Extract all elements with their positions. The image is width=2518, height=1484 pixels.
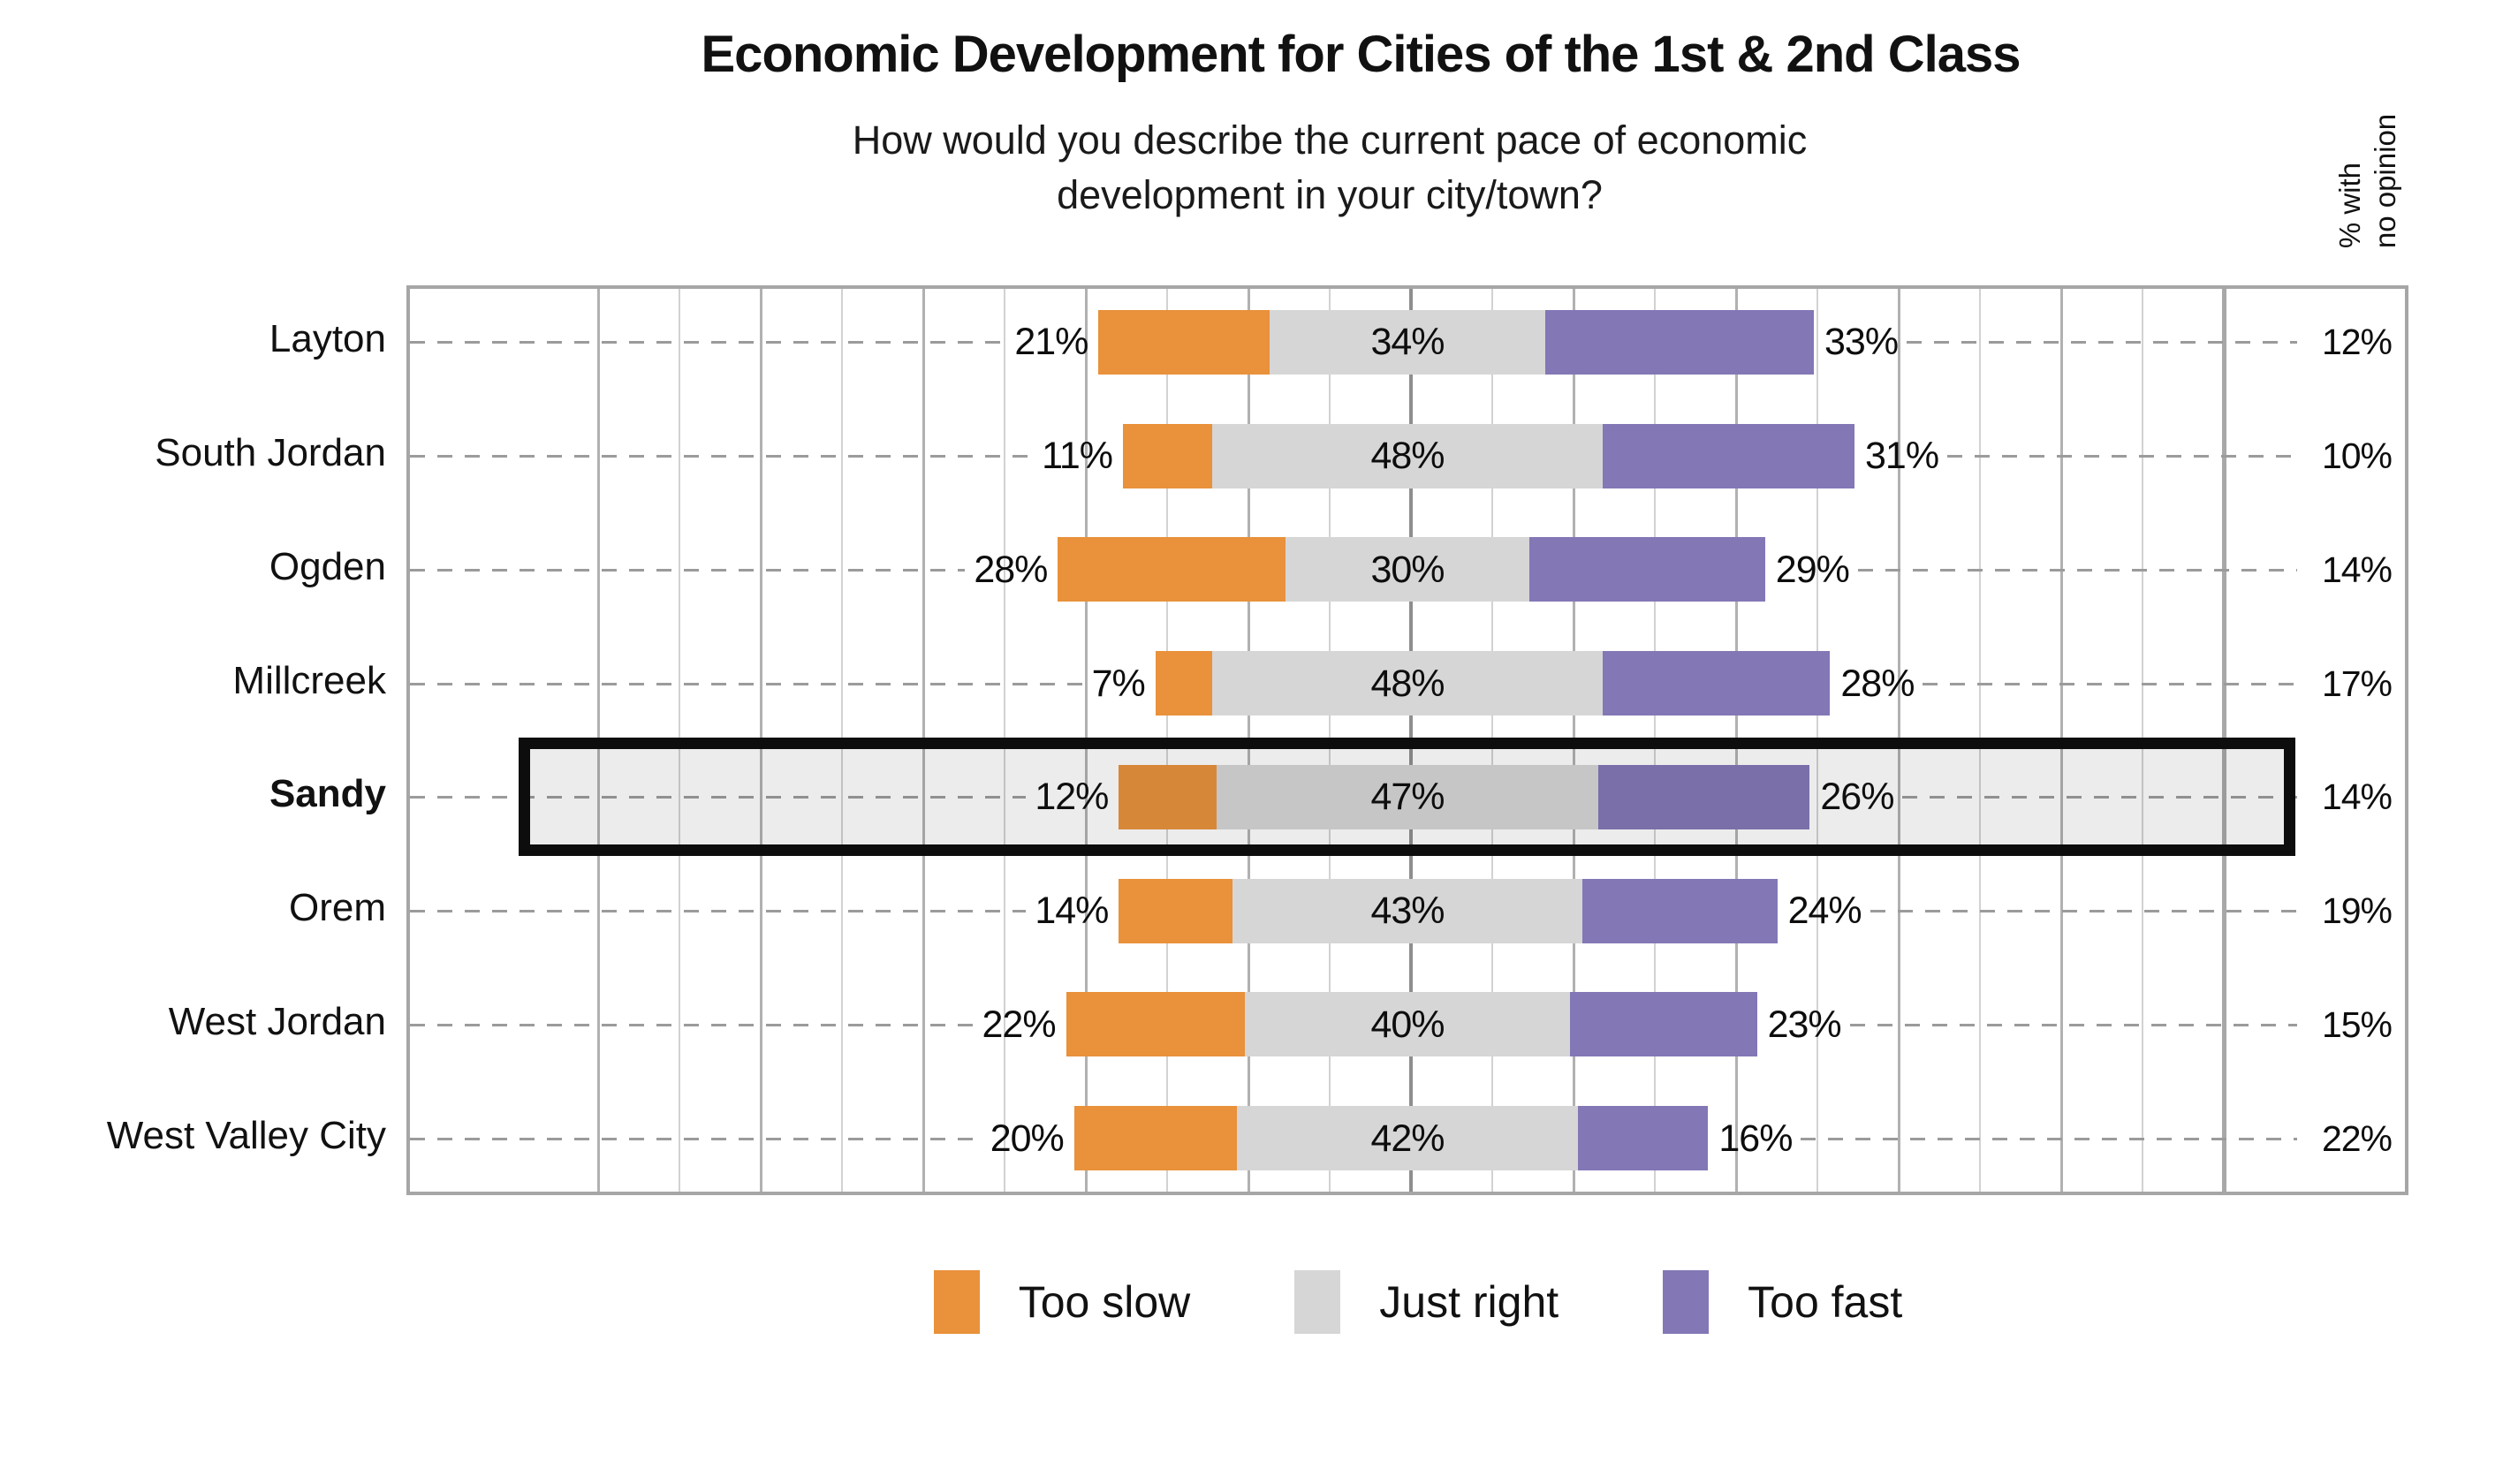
value-too-fast: 24% xyxy=(1787,890,1862,933)
value-no-opinion: 17% xyxy=(2321,662,2393,704)
value-too-slow: 12% xyxy=(1035,776,1109,819)
leader-line-right xyxy=(1947,455,2297,458)
legend-item-too-fast: Too fast xyxy=(1663,1270,1902,1334)
bar-too-fast xyxy=(1529,537,1765,602)
category-label: Orem xyxy=(289,886,386,930)
value-just-right: 30% xyxy=(1370,548,1445,591)
chart-title: Economic Development for Cities of the 1… xyxy=(701,26,2021,83)
bar-just-right xyxy=(1216,764,1599,829)
bar-too-fast xyxy=(1581,878,1778,943)
leader-line-right xyxy=(1902,796,2297,799)
value-no-opinion: 15% xyxy=(2321,1003,2393,1045)
bar-too-slow xyxy=(1066,992,1245,1057)
legend: Too slow Just right Too fast xyxy=(159,1270,2518,1334)
value-too-fast: 29% xyxy=(1775,548,1850,591)
category-label: West Valley City xyxy=(106,1113,386,1157)
category-label: Layton xyxy=(269,317,386,361)
legend-swatch-too-fast xyxy=(1663,1270,1710,1334)
value-too-fast: 16% xyxy=(1718,1117,1793,1160)
bar-just-right xyxy=(1212,423,1603,488)
category-label: West Jordan xyxy=(168,999,386,1043)
bar-too-slow xyxy=(1123,423,1213,488)
value-just-right: 34% xyxy=(1370,321,1445,364)
leader-line-left xyxy=(410,1137,982,1140)
value-no-opinion: 12% xyxy=(2321,322,2393,363)
value-no-opinion: 19% xyxy=(2321,890,2393,932)
bar-too-fast xyxy=(1545,309,1814,375)
category-label: Ogden xyxy=(269,544,386,588)
leader-line-right xyxy=(1907,341,2297,344)
bar-too-fast xyxy=(1602,651,1831,716)
chart-subtitle-line2: development in your city/town? xyxy=(1057,172,1603,217)
value-too-slow: 11% xyxy=(1042,435,1113,478)
value-too-fast: 28% xyxy=(1840,662,1915,705)
bar-just-right xyxy=(1212,651,1603,716)
leader-line-right xyxy=(1857,568,2297,572)
value-too-fast: 31% xyxy=(1865,435,1939,478)
value-too-slow: 20% xyxy=(990,1117,1065,1160)
no-opinion-header-line2: no opinion xyxy=(2369,113,2401,249)
value-just-right: 40% xyxy=(1370,1003,1445,1046)
bar-just-right xyxy=(1286,537,1529,602)
category-label: Millcreek xyxy=(232,658,386,702)
no-opinion-column-header: % with no opinion xyxy=(2262,80,2474,283)
no-opinion-header-line1: % with xyxy=(2333,162,2366,249)
value-just-right: 43% xyxy=(1370,890,1445,933)
leader-line-left xyxy=(410,910,1027,913)
leader-line-right xyxy=(1849,1023,2297,1026)
highlight-box-sandy xyxy=(519,738,2295,857)
value-just-right: 47% xyxy=(1370,776,1445,819)
legend-item-too-slow: Too slow xyxy=(933,1270,1191,1334)
legend-item-just-right: Just right xyxy=(1294,1270,1559,1334)
leader-line-left xyxy=(410,796,1027,799)
value-just-right: 42% xyxy=(1370,1117,1445,1160)
bar-too-slow xyxy=(1155,651,1213,716)
value-too-slow: 14% xyxy=(1035,890,1109,933)
legend-label-just-right: Just right xyxy=(1379,1277,1559,1327)
leader-line-right xyxy=(1801,1137,2297,1140)
value-no-opinion: 22% xyxy=(2321,1117,2393,1159)
leader-line-left xyxy=(410,341,1006,344)
bar-just-right xyxy=(1269,309,1546,375)
bar-too-fast xyxy=(1598,764,1810,829)
legend-label-too-slow: Too slow xyxy=(1018,1277,1191,1327)
bar-too-slow xyxy=(1073,1106,1237,1171)
bar-just-right xyxy=(1245,992,1570,1057)
chart-subtitle-line1: How would you describe the current pace … xyxy=(852,117,1808,163)
leader-line-right xyxy=(1870,910,2297,913)
value-no-opinion: 10% xyxy=(2321,435,2393,477)
bar-too-slow xyxy=(1058,537,1286,602)
bar-too-slow xyxy=(1098,309,1270,375)
value-just-right: 48% xyxy=(1370,435,1445,478)
bar-too-fast xyxy=(1570,992,1757,1057)
bar-just-right xyxy=(1232,878,1582,943)
bar-just-right xyxy=(1236,1106,1579,1171)
chart-subtitle: How would you describe the current pace … xyxy=(300,113,2359,223)
leader-line-left xyxy=(410,682,1083,685)
value-too-slow: 7% xyxy=(1091,662,1146,705)
value-no-opinion: 14% xyxy=(2321,549,2393,590)
value-too-slow: 28% xyxy=(974,548,1048,591)
bar-too-slow xyxy=(1119,878,1233,943)
bar-too-slow xyxy=(1119,764,1217,829)
legend-swatch-too-slow xyxy=(933,1270,980,1334)
bar-too-fast xyxy=(1602,423,1854,488)
value-too-slow: 21% xyxy=(1014,321,1088,364)
bar-too-fast xyxy=(1578,1106,1709,1171)
value-too-fast: 26% xyxy=(1820,776,1894,819)
leader-line-left xyxy=(410,455,1030,458)
value-just-right: 48% xyxy=(1370,662,1445,705)
category-label: Sandy xyxy=(269,772,386,816)
leader-line-right xyxy=(1923,682,2297,685)
legend-label-too-fast: Too fast xyxy=(1748,1277,1903,1327)
value-too-fast: 33% xyxy=(1824,321,1899,364)
value-too-fast: 23% xyxy=(1767,1003,1842,1046)
value-no-opinion: 14% xyxy=(2321,776,2393,818)
value-too-slow: 22% xyxy=(982,1003,1057,1046)
leader-line-left xyxy=(410,568,966,572)
leader-line-left xyxy=(410,1023,974,1026)
legend-swatch-just-right xyxy=(1294,1270,1341,1334)
category-label: South Jordan xyxy=(155,431,386,475)
